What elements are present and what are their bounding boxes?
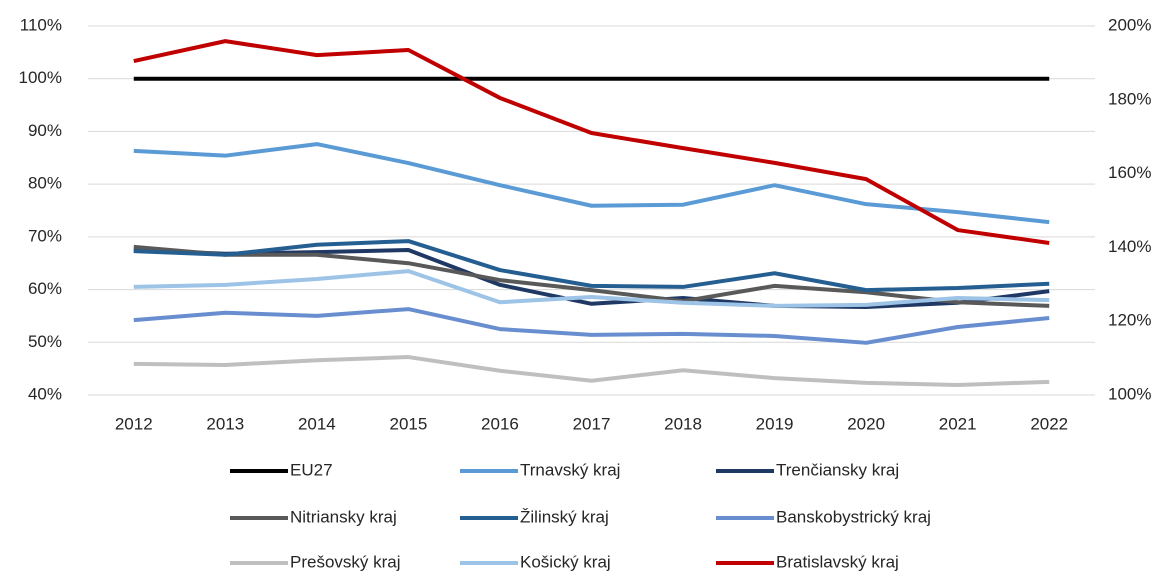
y-tick-label: 80% (28, 174, 62, 193)
legend-label: Trenčiansky kraj (776, 460, 899, 479)
series-line (133, 307, 1050, 345)
x-tick-label: 2022 (1030, 414, 1068, 433)
legend-label: EU27 (290, 460, 333, 479)
y-tick-label: 60% (28, 279, 62, 298)
legend-label: Košický kraj (520, 552, 611, 571)
y-tick-label: 50% (28, 332, 62, 351)
series-line (133, 355, 1050, 387)
x-tick-label: 2012 (115, 414, 153, 433)
x-tick-label: 2019 (756, 414, 794, 433)
y2-tick-label: 100% (1108, 384, 1151, 403)
x-tick-label: 2016 (481, 414, 519, 433)
y-tick-label: 100% (19, 68, 62, 87)
x-tick-label: 2014 (298, 414, 336, 433)
x-tick-label: 2021 (939, 414, 977, 433)
y-tick-label: 110% (20, 15, 62, 34)
y-tick-label: 70% (28, 226, 62, 245)
legend-label: Prešovský kraj (290, 552, 401, 571)
series-line (133, 39, 1050, 245)
legend-label: Nitriansky kraj (290, 507, 397, 526)
y2-tick-label: 160% (1108, 163, 1151, 182)
x-tick-label: 2015 (389, 414, 427, 433)
x-tick-label: 2018 (664, 414, 702, 433)
series-line (133, 142, 1050, 225)
series-line (133, 269, 1050, 308)
y-tick-label: 90% (28, 121, 62, 140)
series-line (133, 244, 1050, 308)
legend-label: Banskobystrický kraj (776, 507, 931, 526)
legend-label: Trnavský kraj (520, 460, 620, 479)
legend-label: Žilinský kraj (520, 507, 609, 526)
series-line (133, 248, 1050, 309)
x-tick-label: 2020 (847, 414, 885, 433)
x-tick-label: 2013 (206, 414, 244, 433)
legend-label: Bratislavský kraj (776, 552, 899, 571)
x-tick-label: 2017 (573, 414, 611, 433)
y2-tick-label: 140% (1108, 237, 1151, 256)
y-tick-label: 40% (28, 384, 62, 403)
y2-tick-label: 200% (1108, 15, 1151, 34)
series-line (133, 239, 1050, 293)
y2-tick-label: 120% (1108, 311, 1151, 330)
y2-tick-label: 180% (1108, 89, 1151, 108)
